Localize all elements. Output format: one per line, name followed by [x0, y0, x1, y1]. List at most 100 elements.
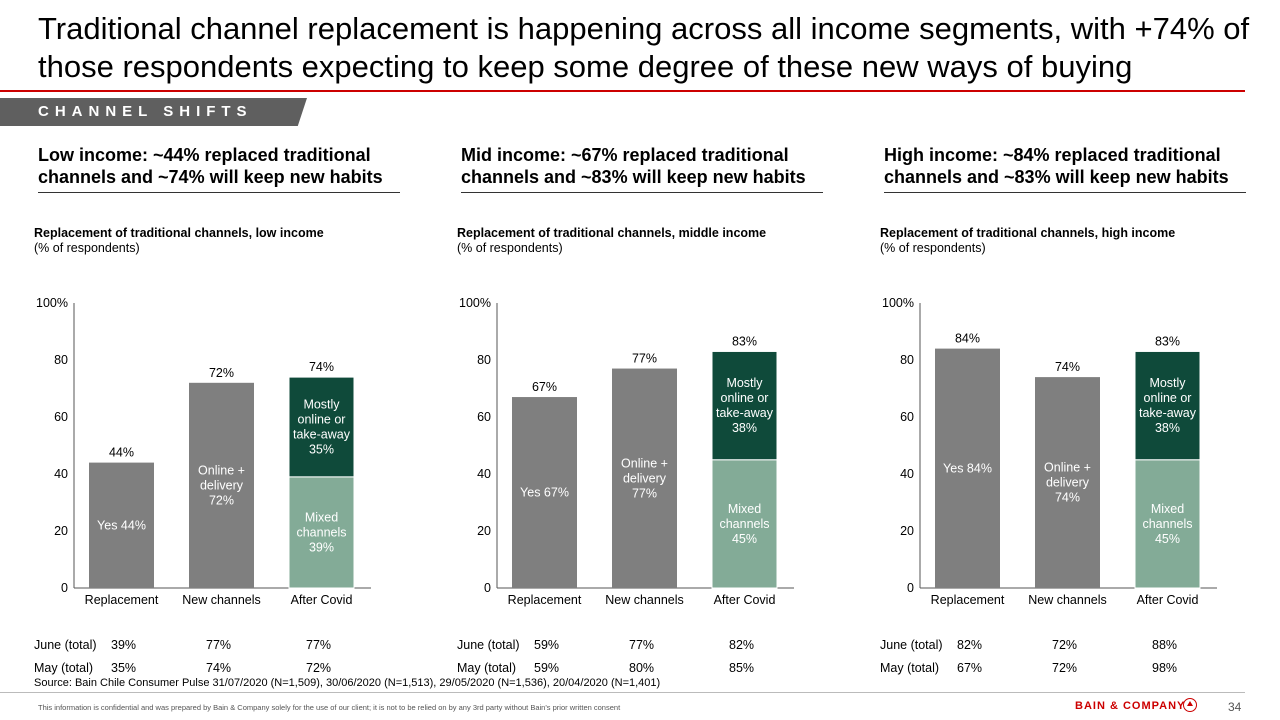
cell: 98% [1152, 661, 1178, 675]
bar-segment-label: 74% [1055, 491, 1080, 505]
cell: 72% [1052, 638, 1078, 652]
bar-segment [711, 459, 778, 589]
y-tick-label: 0 [907, 581, 914, 595]
bar-total-label: 72% [209, 366, 234, 380]
row-label: May (total) [457, 661, 517, 675]
chart-subtitle: (% of respondents) [880, 241, 986, 255]
panel-headline: Mid income: ~67% replaced traditional ch… [461, 144, 823, 193]
table-row-may: May (total) 67% 72% 98% [880, 661, 1280, 677]
table-row-may: May (total) 35% 74% 72% [34, 661, 434, 677]
x-category-label: Replacement [85, 593, 159, 607]
x-category-label: New channels [605, 593, 684, 607]
y-tick-label: 100% [459, 296, 491, 310]
chart-subtitle: (% of respondents) [34, 241, 140, 255]
row-label: June (total) [34, 638, 97, 652]
bar-total-label: 44% [109, 446, 134, 460]
bar-segment [288, 476, 355, 589]
bar-segment-label: channels [719, 517, 769, 531]
bar-segment-label: Mostly [303, 397, 340, 411]
table-row-june: June (total) 39% 77% 77% [34, 638, 434, 654]
y-tick-label: 0 [61, 581, 68, 595]
row-label: June (total) [457, 638, 520, 652]
bar-chart: 0 20 40 60 80 100% Yes 44% 44% Replacement Online… [36, 296, 371, 607]
panel-headline: High income: ~84% replaced traditional c… [884, 144, 1246, 193]
bar-segment-label: 72% [209, 493, 234, 507]
bar-segment-label: Yes 44% [97, 518, 146, 532]
chart-title-block: Replacement of traditional channels, low… [34, 226, 324, 256]
bar-total-label: 67% [532, 380, 557, 394]
bar-total-label: 83% [732, 334, 757, 348]
cell: 77% [629, 638, 655, 652]
cell: 59% [534, 661, 560, 675]
y-tick-label: 60 [54, 410, 68, 424]
x-category-label: After Covid [291, 593, 353, 607]
panel-headline: Low income: ~44% replaced traditional ch… [38, 144, 400, 193]
bar-segment [89, 462, 154, 588]
cell: 74% [206, 661, 232, 675]
chart-title-block: Replacement of traditional channels, hig… [880, 226, 1175, 256]
cell: 77% [306, 638, 332, 652]
title-divider [0, 90, 1245, 92]
y-tick-label: 100% [36, 296, 68, 310]
bar-segment-label: online or [1144, 391, 1192, 405]
bar-segment [711, 350, 778, 461]
bar-segment-label: Yes 84% [943, 461, 992, 475]
chart-title: Replacement of traditional channels, hig… [880, 226, 1176, 240]
bar-segment-label: Mixed [728, 502, 761, 516]
bar-segment-label: online or [721, 391, 769, 405]
bar-segment-label: channels [1142, 517, 1192, 531]
bar-total-label: 77% [632, 352, 657, 366]
row-label: May (total) [34, 661, 94, 675]
panel-low-income: Low income: ~44% replaced traditional ch… [34, 140, 438, 690]
section-tag: CHANNEL SHIFTS [0, 98, 307, 126]
panel-high-income: High income: ~84% replaced traditional c… [880, 140, 1280, 690]
y-tick-label: 40 [477, 467, 491, 481]
bar-segment-label: Mostly [726, 376, 763, 390]
cell: 39% [111, 638, 137, 652]
row-label: May (total) [880, 661, 940, 675]
x-category-label: New channels [182, 593, 261, 607]
chart-title-block: Replacement of traditional channels, mid… [457, 226, 766, 256]
bar-segment [288, 376, 355, 478]
cell: 59% [534, 638, 560, 652]
bar-segment-label: Online + [1044, 461, 1091, 475]
bar-chart: 0 20 40 60 80 100% Yes 67% 67% Replacement Online… [459, 296, 794, 607]
bar-segment-label: Mixed [305, 510, 338, 524]
bar-segment-label: online or [298, 412, 346, 426]
bar-segment-label: take-away [1139, 406, 1197, 420]
bar-chart: 0 20 40 60 80 100% Yes 84% 84% Replacement Online… [882, 296, 1217, 607]
bar-segment [1134, 350, 1201, 461]
bar-segment-label: 39% [309, 540, 334, 554]
bar-segment-label: 45% [1155, 532, 1180, 546]
bar-segment-label: Mostly [1149, 376, 1186, 390]
cell: 82% [957, 638, 983, 652]
y-tick-label: 80 [900, 353, 914, 367]
cell: 77% [206, 638, 232, 652]
x-category-label: Replacement [508, 593, 582, 607]
cell: 80% [629, 661, 655, 675]
bar-segment-label: delivery [1046, 476, 1090, 490]
cell: 82% [729, 638, 755, 652]
bar-segment-label: Yes 67% [520, 486, 569, 500]
y-tick-label: 20 [477, 524, 491, 538]
table-row-may: May (total) 59% 80% 85% [457, 661, 857, 677]
x-category-label: After Covid [714, 593, 776, 607]
section-tag-label: CHANNEL SHIFTS [38, 103, 253, 120]
y-tick-label: 80 [477, 353, 491, 367]
x-category-label: New channels [1028, 593, 1107, 607]
table-row-june: June (total) 59% 77% 82% [457, 638, 857, 654]
cell: 35% [111, 661, 137, 675]
cell: 72% [1052, 661, 1078, 675]
table-row-june: June (total) 82% 72% 88% [880, 638, 1280, 654]
y-tick-label: 60 [900, 410, 914, 424]
bar-segment-label: 38% [732, 421, 757, 435]
bar-segment-label: 35% [309, 442, 334, 456]
y-tick-label: 60 [477, 410, 491, 424]
bar-segment-label: delivery [623, 471, 667, 485]
bar-segment-label: 38% [1155, 421, 1180, 435]
bar-total-label: 74% [309, 360, 334, 374]
bar-segment [512, 397, 577, 588]
bar-segment [189, 382, 254, 588]
bar-segment-label: take-away [716, 406, 774, 420]
y-tick-label: 40 [900, 467, 914, 481]
